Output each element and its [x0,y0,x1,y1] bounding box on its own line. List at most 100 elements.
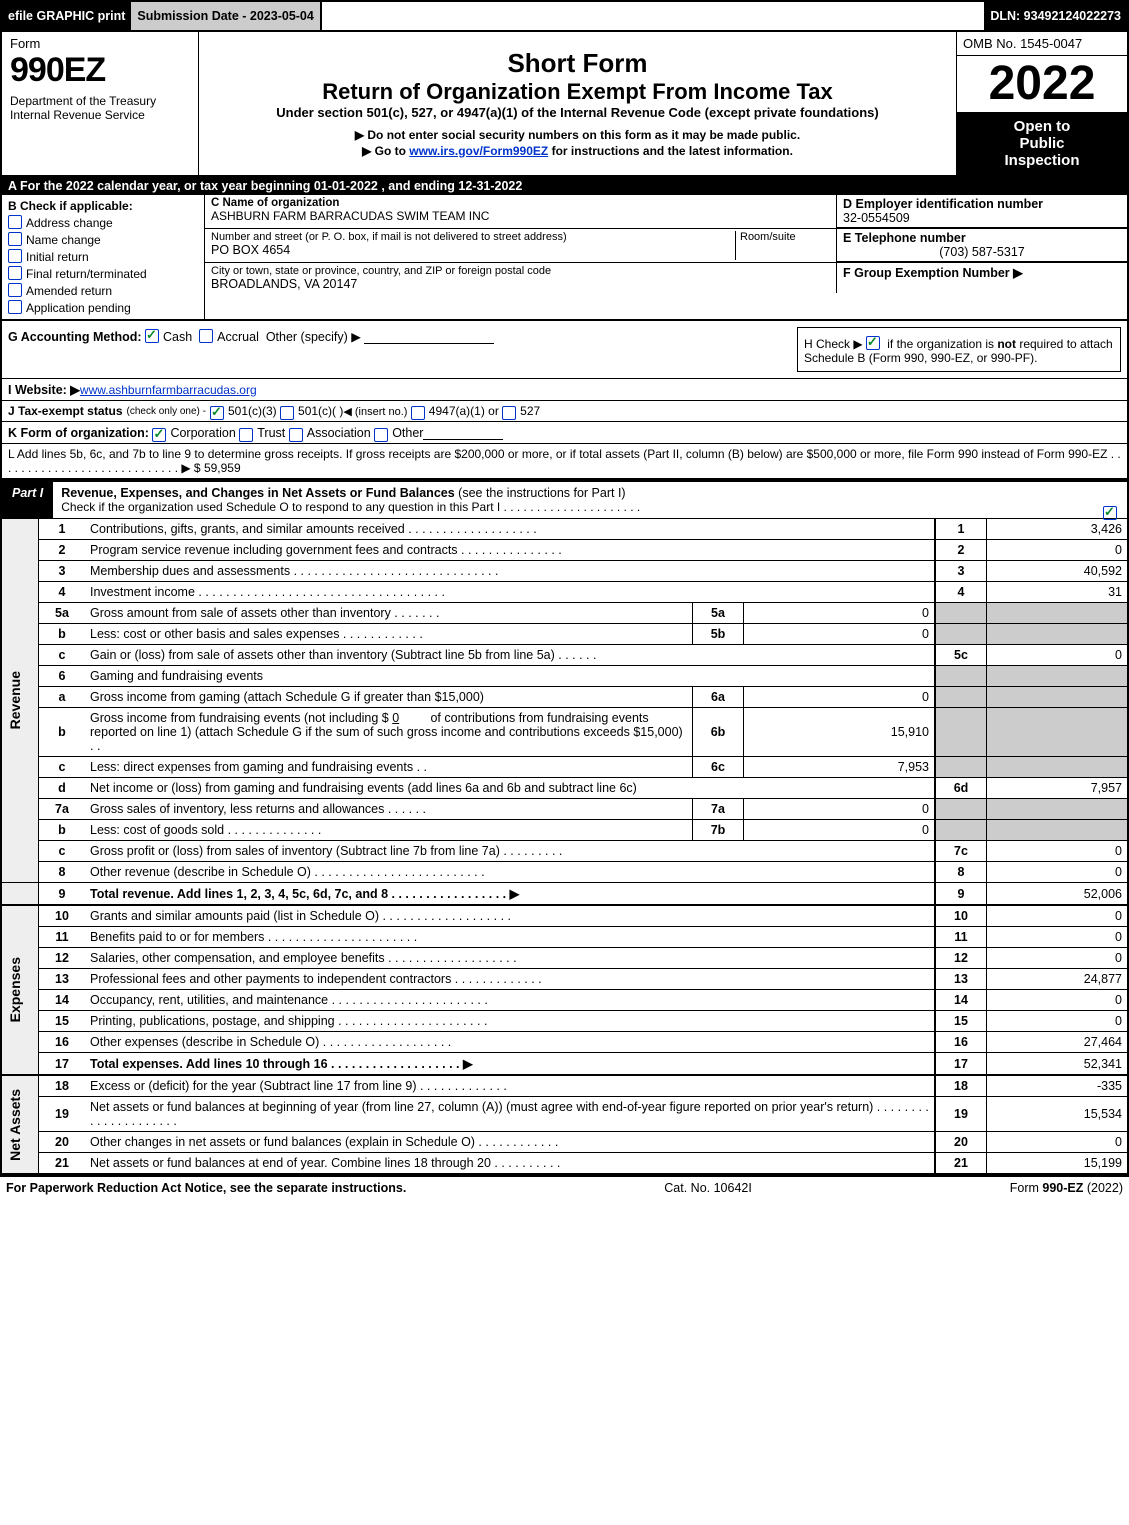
box-c: C Name of organization ASHBURN FARM BARR… [205,195,837,228]
telephone-value: (703) 587-5317 [843,245,1121,259]
chk-other-org[interactable] [374,428,388,442]
chk-accrual[interactable] [199,329,213,343]
chk-501c3[interactable] [210,406,224,420]
right-stack: D Employer identification number 32-0554… [837,195,1127,228]
chk-amended-return[interactable]: Amended return [8,281,198,298]
line-k: K Form of organization: Corporation Trus… [0,422,1129,444]
row-11: 11Benefits paid to or for members . . . … [1,927,1128,948]
row-5a: 5aGross amount from sale of assets other… [1,603,1128,624]
chk-final-return[interactable]: Final return/terminated [8,264,198,281]
line-g: G Accounting Method: Cash Accrual Other … [8,327,494,372]
chk-application-pending[interactable]: Application pending [8,298,198,315]
line-l-value: 59,959 [204,461,241,475]
row-3: 3Membership dues and assessments . . . .… [1,561,1128,582]
opt-association: Association [307,426,371,440]
row-7a: 7aGross sales of inventory, less returns… [1,799,1128,820]
chk-cash[interactable] [145,329,159,343]
open-to-public-box: Open to Public Inspection [957,112,1127,175]
efile-print-label[interactable]: efile GRAPHIC print [2,2,131,30]
line-a-calendar-year: A For the 2022 calendar year, or tax yea… [0,177,1129,195]
opt-501c: 501(c)( ) [298,404,343,418]
box-e-label: E Telephone number [843,231,1121,245]
header-right: OMB No. 1545-0047 2022 Open to Public In… [956,32,1127,175]
subtitle: Under section 501(c), 527, or 4947(a)(1)… [207,105,948,120]
line-j-label: J Tax-exempt status [8,404,123,418]
chk-association[interactable] [289,428,303,442]
row-9: 9 Total revenue. Add lines 1, 2, 3, 4, 5… [1,883,1128,906]
row-7b: bLess: cost of goods sold . . . . . . . … [1,820,1128,841]
row-2: 2Program service revenue including gover… [1,540,1128,561]
box-c-city: City or town, state or province, country… [205,263,837,293]
row-13: 13Professional fees and other payments t… [1,969,1128,990]
chk-527[interactable] [502,406,516,420]
row-8: 8Other revenue (describe in Schedule O) … [1,862,1128,883]
row-6b-amount: 0 [392,711,399,725]
netassets-section-label: Net Assets [7,1089,23,1161]
chk-501c[interactable] [280,406,294,420]
box-c-street: Number and street (or P. O. box, if mail… [205,229,837,262]
box-c-label: C Name of organization [211,197,830,209]
box-b-label: B Check if applicable: [8,199,198,213]
row-4: 4Investment income . . . . . . . . . . .… [1,582,1128,603]
open-line-1: Open to [961,118,1123,135]
part-i-header: Part I Revenue, Expenses, and Changes in… [0,480,1129,519]
row-6d: dNet income or (loss) from gaming and fu… [1,778,1128,799]
revenue-table: Revenue 1 Contributions, gifts, grants, … [0,519,1129,1175]
street-value: PO BOX 4654 [211,243,735,257]
street-label: Number and street (or P. O. box, if mail… [211,231,735,243]
note-goto-prefix: ▶ Go to [362,144,409,158]
dln-label: DLN: 93492124022273 [984,2,1127,30]
part-i-checkbox-holder [1103,482,1127,518]
page-footer: For Paperwork Reduction Act Notice, see … [0,1175,1129,1199]
chk-name-change[interactable]: Name change [8,230,198,247]
part-i-tab: Part I [2,482,53,518]
room-suite-label: Room/suite [735,231,830,260]
row-14: 14Occupancy, rent, utilities, and mainte… [1,990,1128,1011]
chk-corporation[interactable] [152,428,166,442]
chk-trust[interactable] [239,428,253,442]
box-f-label: F Group Exemption Number ▶ [843,266,1023,280]
other-org-blank[interactable] [423,425,503,440]
footer-right: Form 990-EZ (2022) [1010,1181,1123,1195]
row-6b: b Gross income from fundraising events (… [1,708,1128,757]
part-i-title: Revenue, Expenses, and Changes in Net As… [53,482,1103,518]
revenue-section-label: Revenue [7,671,23,729]
line-l-text: L Add lines 5b, 6c, and 7b to line 9 to … [8,447,1121,475]
boxes-cdef: C Name of organization ASHBURN FARM BARR… [205,195,1127,319]
footer-left: For Paperwork Reduction Act Notice, see … [6,1181,406,1195]
chk-initial-return[interactable]: Initial return [8,247,198,264]
expenses-section-label: Expenses [7,957,23,1022]
chk-address-change[interactable]: Address change [8,213,198,230]
open-line-3: Inspection [961,152,1123,169]
box-b: B Check if applicable: Address change Na… [2,195,205,319]
chk-schedule-o-used[interactable] [1103,506,1117,520]
row-6c: cLess: direct expenses from gaming and f… [1,757,1128,778]
chk-schedule-b-not-required[interactable] [866,336,880,350]
note-goto: ▶ Go to www.irs.gov/Form990EZ for instru… [207,144,948,158]
opt-cash-label: Cash [163,330,192,344]
box-e: E Telephone number (703) 587-5317 [837,229,1127,262]
row-19: 19Net assets or fund balances at beginni… [1,1097,1128,1132]
row-18: Net Assets 18Excess or (deficit) for the… [1,1075,1128,1097]
note-goto-suffix: for instructions and the latest informat… [548,144,793,158]
short-form-title: Short Form [207,48,948,79]
org-name: ASHBURN FARM BARRACUDAS SWIM TEAM INC [211,209,830,223]
irs-link[interactable]: www.irs.gov/Form990EZ [409,144,548,158]
line-h-box: H Check ▶ if the organization is not req… [797,327,1121,372]
header-center: Short Form Return of Organization Exempt… [199,32,956,175]
opt-527: 527 [520,404,540,418]
row-16: 16Other expenses (describe in Schedule O… [1,1032,1128,1053]
dept-line-1: Department of the Treasury [10,94,190,108]
chk-4947[interactable] [411,406,425,420]
line-j-note: (check only one) - [127,406,206,417]
return-title: Return of Organization Exempt From Incom… [207,79,948,105]
website-link[interactable]: www.ashburnfarmbarracudas.org [80,383,257,397]
header-left: Form 990EZ Department of the Treasury In… [2,32,199,175]
other-specify-blank[interactable] [364,329,494,344]
row-17: 17 Total expenses. Add lines 10 through … [1,1053,1128,1076]
line-i: I Website: ▶ www.ashburnfarmbarracudas.o… [0,379,1129,401]
row-20: 20Other changes in net assets or fund ba… [1,1132,1128,1153]
line-k-label: K Form of organization: [8,426,149,440]
note-ssn: ▶ Do not enter social security numbers o… [207,128,948,142]
row-6b-desc-a: Gross income from fundraising events (no… [90,711,389,725]
